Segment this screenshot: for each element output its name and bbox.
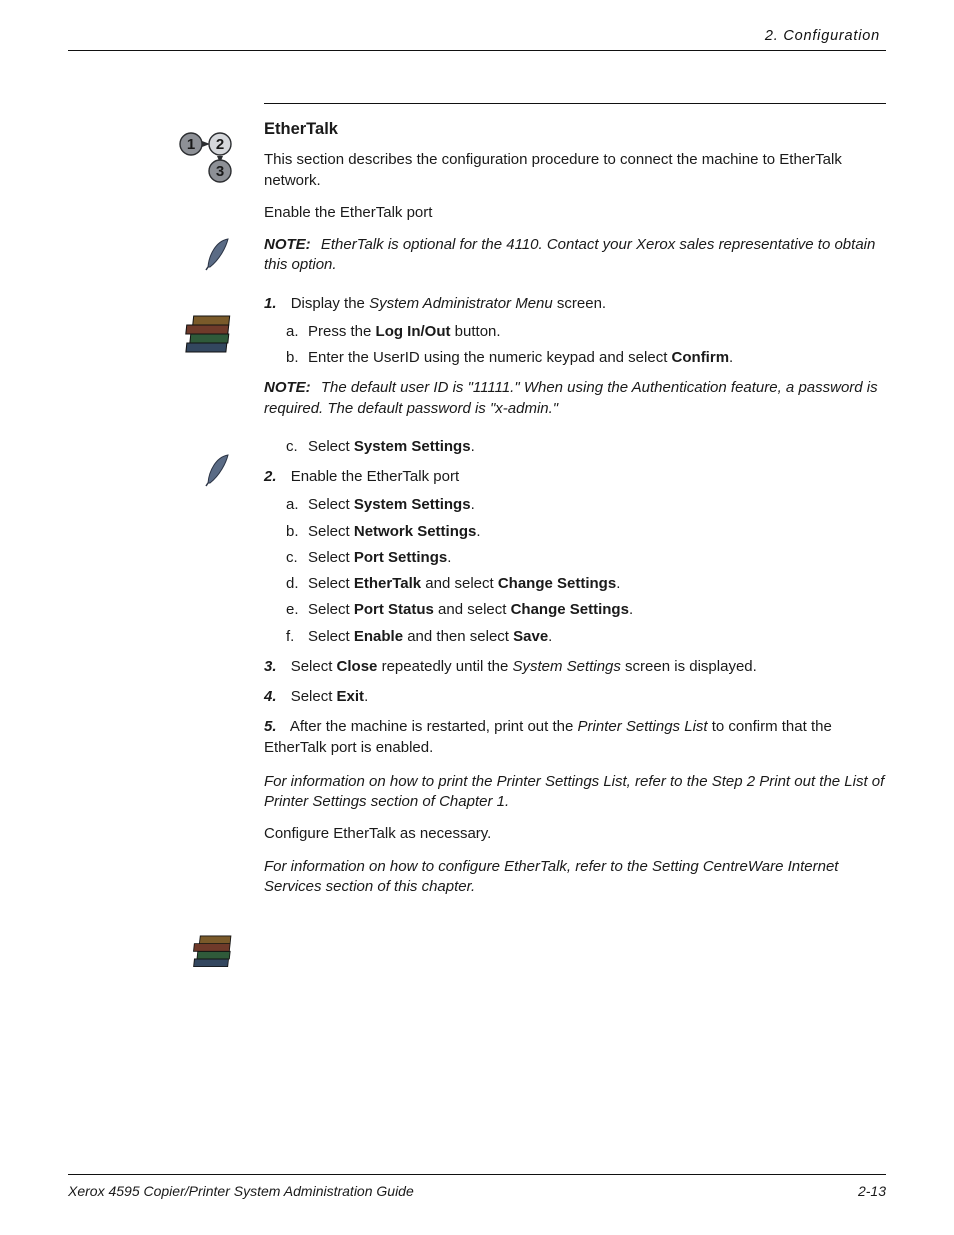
substep-1c: c. Select System Settings. <box>286 437 886 457</box>
note-label: NOTE: <box>264 236 311 253</box>
intro-paragraph: This section describes the configuration… <box>264 150 886 191</box>
substep-2d: d.Select EtherTalk and select Change Set… <box>286 574 886 594</box>
substep-1a: a. Press the Log In/Out button. <box>286 322 886 342</box>
section-rule <box>264 103 886 104</box>
step-1: 1. Display the System Administrator Menu… <box>264 294 886 314</box>
page-footer: Xerox 4595 Copier/Printer System Adminis… <box>68 1174 886 1199</box>
note-block: NOTE: The default user ID is "11111." Wh… <box>264 378 886 419</box>
step-text: Display the System Administrator Menu sc… <box>291 295 606 312</box>
step-number: 1. <box>264 295 277 312</box>
cross-reference: For information on how to configure Ethe… <box>264 857 886 898</box>
footer-rule <box>68 1174 886 1175</box>
header-rule <box>68 50 886 51</box>
substep-1b: b. Enter the UserID using the numeric ke… <box>286 348 886 368</box>
step-number: 5. <box>264 718 277 735</box>
step-number: 3. <box>264 658 277 675</box>
note-text: EtherTalk is optional for the 4110. Cont… <box>264 236 875 273</box>
note-label: NOTE: <box>264 379 311 396</box>
footer-doc-title: Xerox 4595 Copier/Printer System Adminis… <box>68 1183 414 1199</box>
optional-step: Configure EtherTalk as necessary. <box>264 824 886 844</box>
svg-text:3: 3 <box>216 163 224 180</box>
overview-bullet: Enable the EtherTalk port <box>264 203 886 223</box>
note-block: NOTE: EtherTalk is optional for the 4110… <box>264 235 886 276</box>
books-icon <box>68 313 264 359</box>
feather-icon <box>68 453 264 487</box>
cross-reference: For information on how to print the Prin… <box>264 772 886 813</box>
footer-page-number: 2-13 <box>858 1183 886 1199</box>
step-5: 5. After the machine is restarted, print… <box>264 717 886 758</box>
books-icon <box>68 933 264 973</box>
substep-2c: c.Select Port Settings. <box>286 548 886 568</box>
substep-2f: f.Select Enable and then select Save. <box>286 627 886 647</box>
substep-2e: e.Select Port Status and select Change S… <box>286 600 886 620</box>
left-margin-column: 1 2 3 <box>68 103 264 909</box>
step-4: 4. Select Exit. <box>264 687 886 707</box>
svg-text:2: 2 <box>216 136 224 153</box>
feather-icon <box>68 237 264 271</box>
step-3: 3. Select Close repeatedly until the Sys… <box>264 657 886 677</box>
note-text: The default user ID is "11111." When usi… <box>264 379 878 416</box>
substep-2a: a.Select System Settings. <box>286 495 886 515</box>
substep-2b: b.Select Network Settings. <box>286 522 886 542</box>
svg-text:1: 1 <box>187 136 195 153</box>
step-text: Enable the EtherTalk port <box>291 468 459 485</box>
section-title: EtherTalk <box>264 118 886 140</box>
step-number: 2. <box>264 468 277 485</box>
step-2: 2. Enable the EtherTalk port <box>264 467 886 487</box>
running-header: 2. Configuration <box>68 28 886 44</box>
main-content: EtherTalk This section describes the con… <box>264 103 886 909</box>
steps-icon: 1 2 3 <box>68 127 264 183</box>
step-number: 4. <box>264 688 277 705</box>
